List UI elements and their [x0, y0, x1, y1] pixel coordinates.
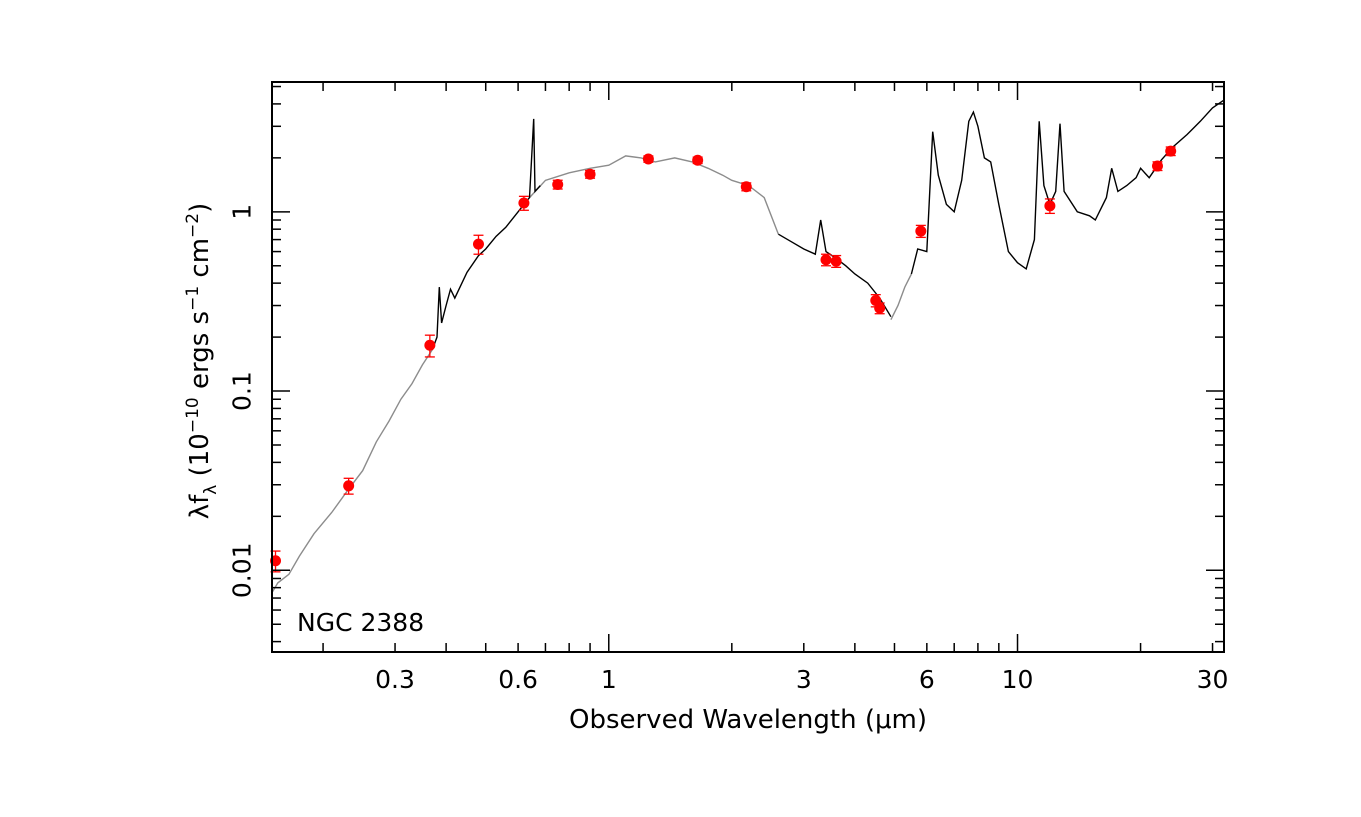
data-point-4	[518, 195, 530, 211]
spectrum-segment-1	[778, 219, 892, 318]
axis-ticks	[272, 82, 1224, 652]
x-tick-label-4: 6	[919, 665, 935, 694]
y-axis-title-sup1: −10	[183, 397, 203, 433]
y-axis-title-sup3: −2	[183, 213, 203, 238]
y-axis-title-e: )	[185, 203, 215, 213]
y-axis-title-a: λf	[185, 494, 215, 519]
data-point-13	[874, 302, 886, 315]
x-tick-labels: 0.3 0.6 1 3 6 10 30	[375, 665, 1228, 694]
y-axis-title-sup2: −1	[183, 286, 203, 311]
data-point-7	[642, 153, 654, 165]
y-axis-title-b: (10	[185, 433, 215, 485]
data-point-16	[1151, 160, 1163, 172]
y-axis-title-c: ergs s	[185, 311, 215, 397]
model-segment-2	[890, 273, 913, 321]
spectrum-curve	[431, 99, 1225, 350]
data-point-15	[1044, 198, 1056, 215]
data-point-11	[830, 254, 842, 268]
y-axis-title: λfλ (10−10 ergs s−1 cm−2)	[183, 203, 221, 520]
y-tick-label-2: 1	[228, 204, 257, 220]
x-axis-title: Observed Wavelength (μm)	[569, 705, 927, 735]
plot-frame	[271, 81, 1225, 653]
data-point-1	[343, 477, 355, 495]
model-segment-0	[271, 349, 433, 594]
y-tick-label-1: 0.1	[228, 371, 257, 411]
model-segment-1	[528, 155, 780, 235]
data-point-6	[584, 168, 596, 180]
x-tick-label-6: 30	[1197, 665, 1229, 694]
data-point-8	[692, 154, 704, 166]
x-tick-label-2: 1	[601, 665, 617, 694]
y-tick-label-0: 0.01	[228, 542, 257, 598]
y-tick-labels: 0.01 0.1 1	[228, 204, 257, 598]
x-tick-label-0: 0.3	[375, 665, 415, 694]
data-point-9	[740, 181, 752, 193]
data-point-2	[424, 334, 436, 358]
photometry-points	[270, 145, 1177, 573]
galaxy-name-label: NGC 2388	[297, 608, 424, 637]
x-tick-label-3: 3	[796, 665, 812, 694]
data-point-3	[472, 234, 484, 255]
x-tick-label-5: 10	[1002, 665, 1034, 694]
y-axis-title-d: cm	[185, 238, 215, 286]
data-point-5	[552, 179, 564, 191]
spectrum-segment-2	[910, 99, 1225, 275]
spectrum-segment-0	[431, 118, 541, 350]
x-tick-label-1: 0.6	[498, 665, 538, 694]
data-point-10	[820, 253, 832, 267]
data-point-17	[1165, 145, 1177, 157]
y-axis-title-sub: λ	[201, 485, 221, 495]
model-sed-curve	[271, 155, 913, 594]
data-point-14	[915, 224, 927, 239]
